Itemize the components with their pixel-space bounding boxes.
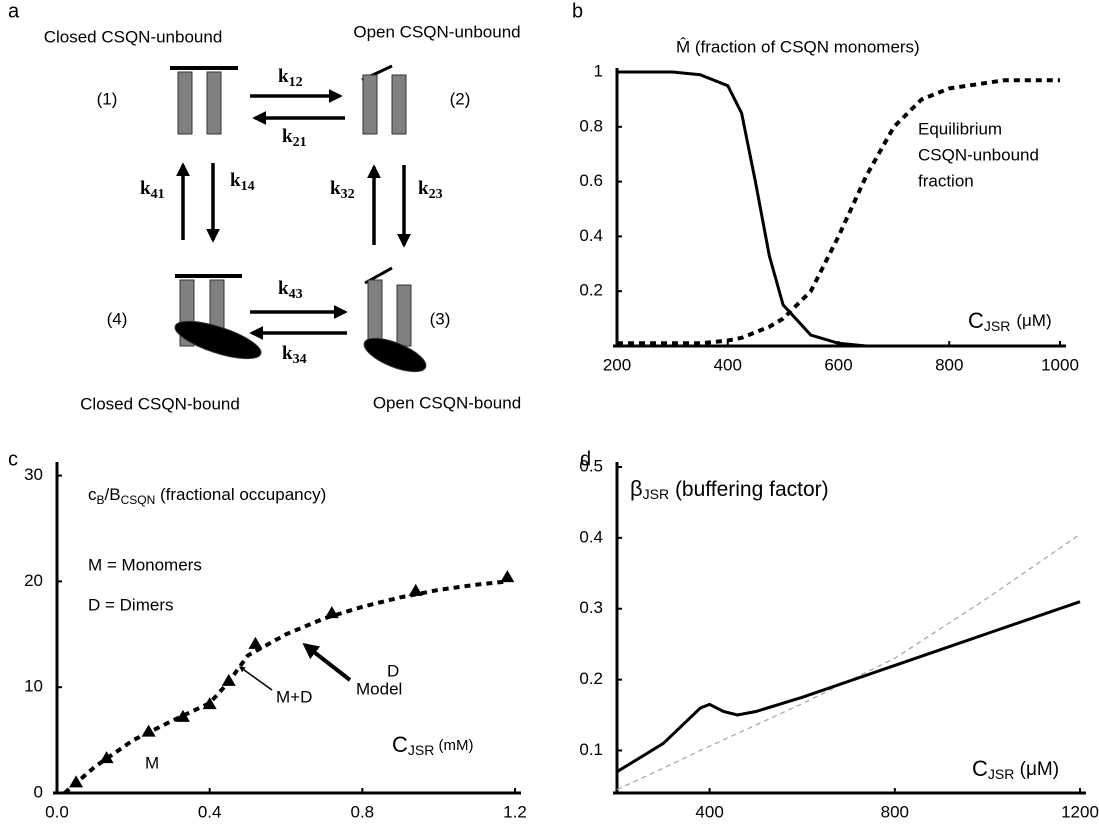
annotation: fraction xyxy=(918,171,974,190)
x-tick-label: 200 xyxy=(603,355,631,374)
data-point xyxy=(324,606,339,619)
annotation: M+D xyxy=(276,687,312,706)
x-axis-label: CJSR (μM) xyxy=(972,756,1059,782)
y-tick-label: 0.4 xyxy=(579,226,603,245)
y-tick-label: 0 xyxy=(34,782,43,801)
state-number: (1) xyxy=(97,89,118,108)
x-tick-label: 0.0 xyxy=(45,802,69,821)
rate-label: k43 xyxy=(278,278,303,302)
rate-label: k32 xyxy=(330,178,355,202)
panel-label: a xyxy=(8,0,20,22)
x-tick-label: 1000 xyxy=(1041,355,1079,374)
data-line xyxy=(63,579,508,795)
y-tick-label: 20 xyxy=(24,571,43,590)
y-axis-label: βJSR (buffering factor) xyxy=(630,476,829,502)
pointer xyxy=(302,643,352,682)
data-point xyxy=(69,775,84,788)
y-tick-label: 10 xyxy=(24,677,43,696)
x-tick-label: 600 xyxy=(824,355,852,374)
data-point xyxy=(248,636,263,649)
y-tick-label: 1 xyxy=(594,61,603,80)
y-tick-label: 0.6 xyxy=(579,171,603,190)
x-tick-label: 0.8 xyxy=(351,802,375,821)
state-number: (2) xyxy=(450,89,471,108)
arrows xyxy=(176,89,411,340)
annotation: M xyxy=(145,753,159,772)
x-tick-label: 400 xyxy=(695,802,723,821)
y-tick-label: 30 xyxy=(24,465,43,484)
x-tick-label: 1200 xyxy=(1061,802,1099,821)
state-label: Open CSQN-unbound xyxy=(353,22,520,41)
panel-label: d xyxy=(580,448,591,470)
y-tick-label: 0.5 xyxy=(579,456,603,475)
annotation: D xyxy=(387,661,399,680)
rate-label: k14 xyxy=(230,170,255,194)
data-line xyxy=(617,78,1060,346)
data-point xyxy=(202,697,217,710)
state-label: Closed CSQN-unbound xyxy=(44,27,223,46)
rate-label: k41 xyxy=(140,178,165,202)
data-point xyxy=(141,724,156,737)
state-number: (4) xyxy=(107,309,128,328)
x-axis-label: CJSR (mM) xyxy=(392,732,474,758)
data-point xyxy=(500,570,515,583)
y-tick-label: 0.2 xyxy=(579,281,603,300)
annotation: M = Monomers xyxy=(88,555,202,574)
annotation: Model xyxy=(356,679,402,698)
data-point xyxy=(221,673,236,686)
y-tick-label: 0.3 xyxy=(579,598,603,617)
state-label: Closed CSQN-bound xyxy=(80,394,240,413)
rate-label: k34 xyxy=(282,343,307,367)
x-tick-label: 1.2 xyxy=(503,802,527,821)
y-tick-label: 0.8 xyxy=(579,116,603,135)
data-point xyxy=(99,751,114,764)
state-label: Open CSQN-bound xyxy=(373,393,521,412)
annotation: CSQN-unbound xyxy=(918,145,1039,164)
y-tick-label: 0.4 xyxy=(579,527,603,546)
annotation: Equilibrium xyxy=(918,119,1002,138)
state-number: (3) xyxy=(430,309,451,328)
panel-label: c xyxy=(8,448,18,470)
y-axis-label: cB/BCSQN (fractional occupancy) xyxy=(88,485,326,507)
data-point xyxy=(175,709,190,722)
channel-icons xyxy=(170,64,427,373)
y-tick-label: 0.2 xyxy=(579,669,603,688)
data-point xyxy=(408,583,423,596)
rate-label: k21 xyxy=(282,126,307,150)
x-tick-label: 800 xyxy=(935,355,963,374)
rate-label: k23 xyxy=(418,178,443,202)
pointer xyxy=(239,666,273,691)
x-tick-label: 400 xyxy=(714,355,742,374)
panel-label: b xyxy=(572,0,583,22)
y-tick-label: 0.1 xyxy=(579,740,603,759)
chart-title: M̂ (fraction of CSQN monomers) xyxy=(676,37,920,57)
x-axis-label: CJSR (μM) xyxy=(968,308,1052,334)
data-line xyxy=(617,70,1060,348)
panel-a: a Closed CSQN-unbound Open CSQN-unbound … xyxy=(8,0,521,413)
data-line xyxy=(616,600,1081,773)
data-line xyxy=(616,533,1081,791)
x-tick-label: 800 xyxy=(881,802,909,821)
annotation: D = Dimers xyxy=(88,595,173,614)
rate-label: k12 xyxy=(278,66,303,90)
x-tick-label: 0.4 xyxy=(198,802,222,821)
